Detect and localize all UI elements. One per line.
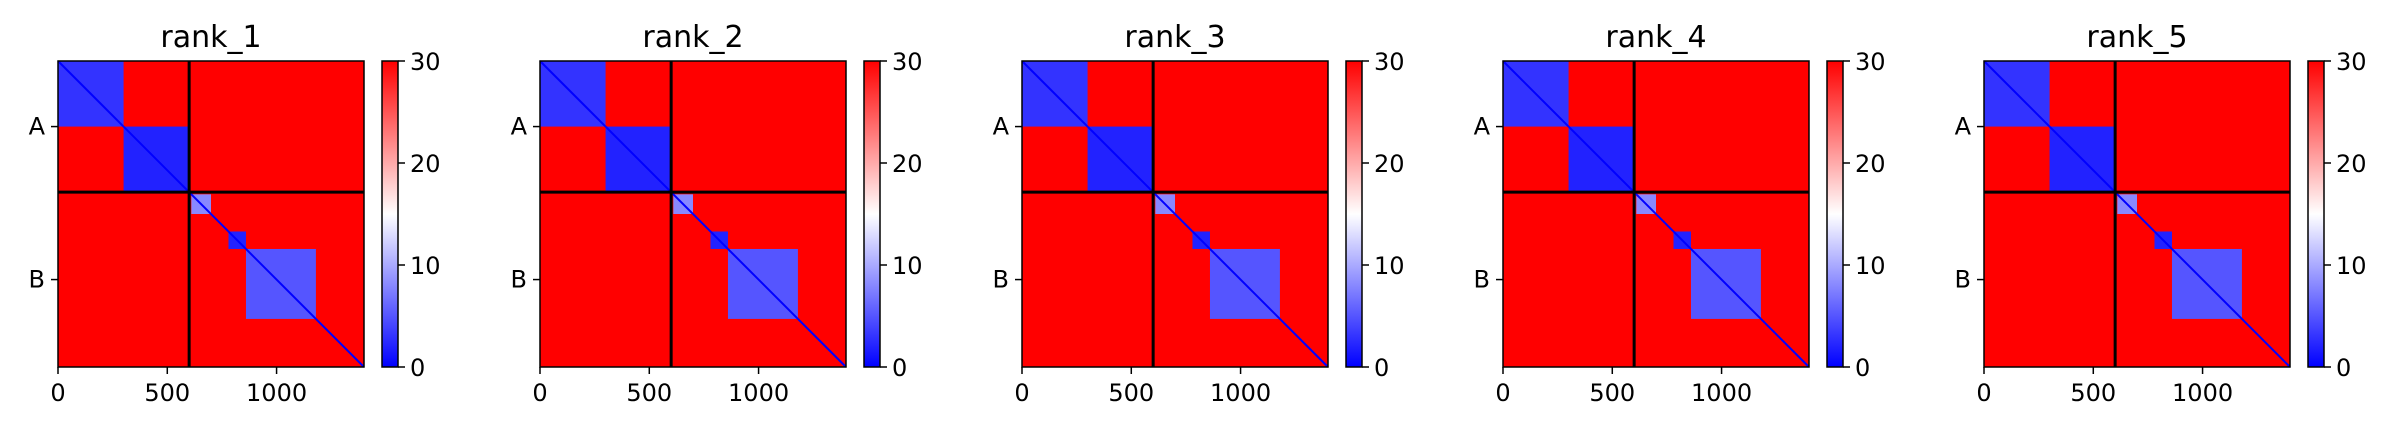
x-tick-label: 500 <box>144 379 190 407</box>
x-tick-label: 1000 <box>1210 379 1271 407</box>
colorbar-tick-label: 20 <box>2336 150 2367 178</box>
colorbar-tick-label: 10 <box>410 252 441 280</box>
axes-frame <box>57 60 365 368</box>
x-tick-label: 1000 <box>728 379 789 407</box>
colorbar-tick-label: 10 <box>1855 252 1886 280</box>
axes-frame <box>1983 60 2291 368</box>
colorbar-tick-label: 20 <box>892 150 923 178</box>
y-tick-label: A <box>29 113 46 141</box>
panel-title: rank_4 <box>1605 20 1706 55</box>
colorbar-tick-label: 10 <box>1374 252 1405 280</box>
x-tick-label: 1000 <box>1691 379 1752 407</box>
panel-2: rank_2 0 500 1000 A B 0 10 20 30 <box>511 20 923 407</box>
y-tick-label: B <box>511 266 527 294</box>
x-tick-label: 0 <box>50 379 65 407</box>
panel-3: rank_3 0 500 1000 A B 0 10 20 30 <box>993 20 1405 407</box>
colorbar-tick-label: 0 <box>410 354 425 382</box>
panel-5: rank_5 0 500 1000 A B 0 10 20 30 <box>1955 20 2367 407</box>
heatmap-diagonal <box>1021 60 1329 368</box>
colorbar-tick-label: 0 <box>1374 354 1389 382</box>
colorbar-tick-label: 30 <box>2336 48 2367 76</box>
colorbar <box>381 60 399 368</box>
colorbar <box>863 60 881 368</box>
colorbar-tick-label: 0 <box>892 354 907 382</box>
y-tick-label: B <box>993 266 1009 294</box>
y-tick-label: B <box>1955 266 1971 294</box>
panel-title: rank_5 <box>2086 20 2187 55</box>
x-tick-label: 0 <box>1495 379 1510 407</box>
panel-title: rank_2 <box>642 20 743 55</box>
heatmap-diagonal <box>1502 60 1810 368</box>
x-tick-label: 0 <box>1976 379 1991 407</box>
heatmap-diagonal <box>539 60 847 368</box>
axes-frame <box>539 60 847 368</box>
heatmap-diagonal <box>57 60 365 368</box>
colorbar <box>1826 60 1844 368</box>
colorbar-tick-label: 30 <box>892 48 923 76</box>
x-tick-label: 0 <box>1014 379 1029 407</box>
colorbar-tick-label: 10 <box>2336 252 2367 280</box>
colorbar <box>1345 60 1363 368</box>
panel-4: rank_4 0 500 1000 A B 0 10 20 30 <box>1474 20 1886 407</box>
x-tick-label: 1000 <box>246 379 307 407</box>
y-tick-label: A <box>1474 113 1491 141</box>
colorbar-tick-label: 0 <box>2336 354 2351 382</box>
x-tick-label: 500 <box>2070 379 2116 407</box>
panel-title: rank_3 <box>1124 20 1225 55</box>
colorbar-tick-label: 10 <box>892 252 923 280</box>
axes-frame <box>1502 60 1810 368</box>
colorbar-tick-label: 20 <box>1374 150 1405 178</box>
x-tick-label: 500 <box>1589 379 1635 407</box>
x-tick-label: 0 <box>532 379 547 407</box>
colorbar-tick-label: 30 <box>1374 48 1405 76</box>
x-tick-label: 500 <box>626 379 672 407</box>
x-tick-label: 500 <box>1108 379 1154 407</box>
y-tick-label: A <box>993 113 1010 141</box>
y-tick-label: B <box>29 266 45 294</box>
y-tick-label: A <box>1955 113 1972 141</box>
colorbar-tick-label: 20 <box>1855 150 1886 178</box>
colorbar <box>2307 60 2325 368</box>
y-tick-label: B <box>1474 266 1490 294</box>
panel-title: rank_1 <box>160 20 261 55</box>
colorbar-tick-label: 30 <box>1855 48 1886 76</box>
axes-frame <box>1021 60 1329 368</box>
x-tick-label: 1000 <box>2172 379 2233 407</box>
y-tick-label: A <box>511 113 528 141</box>
colorbar-tick-label: 20 <box>410 150 441 178</box>
panel-1: rank_1 0 500 1000 A B 0 10 20 30 <box>29 20 441 407</box>
colorbar-tick-label: 0 <box>1855 354 1870 382</box>
colorbar-tick-label: 30 <box>410 48 441 76</box>
heatmap-diagonal <box>1983 60 2291 368</box>
